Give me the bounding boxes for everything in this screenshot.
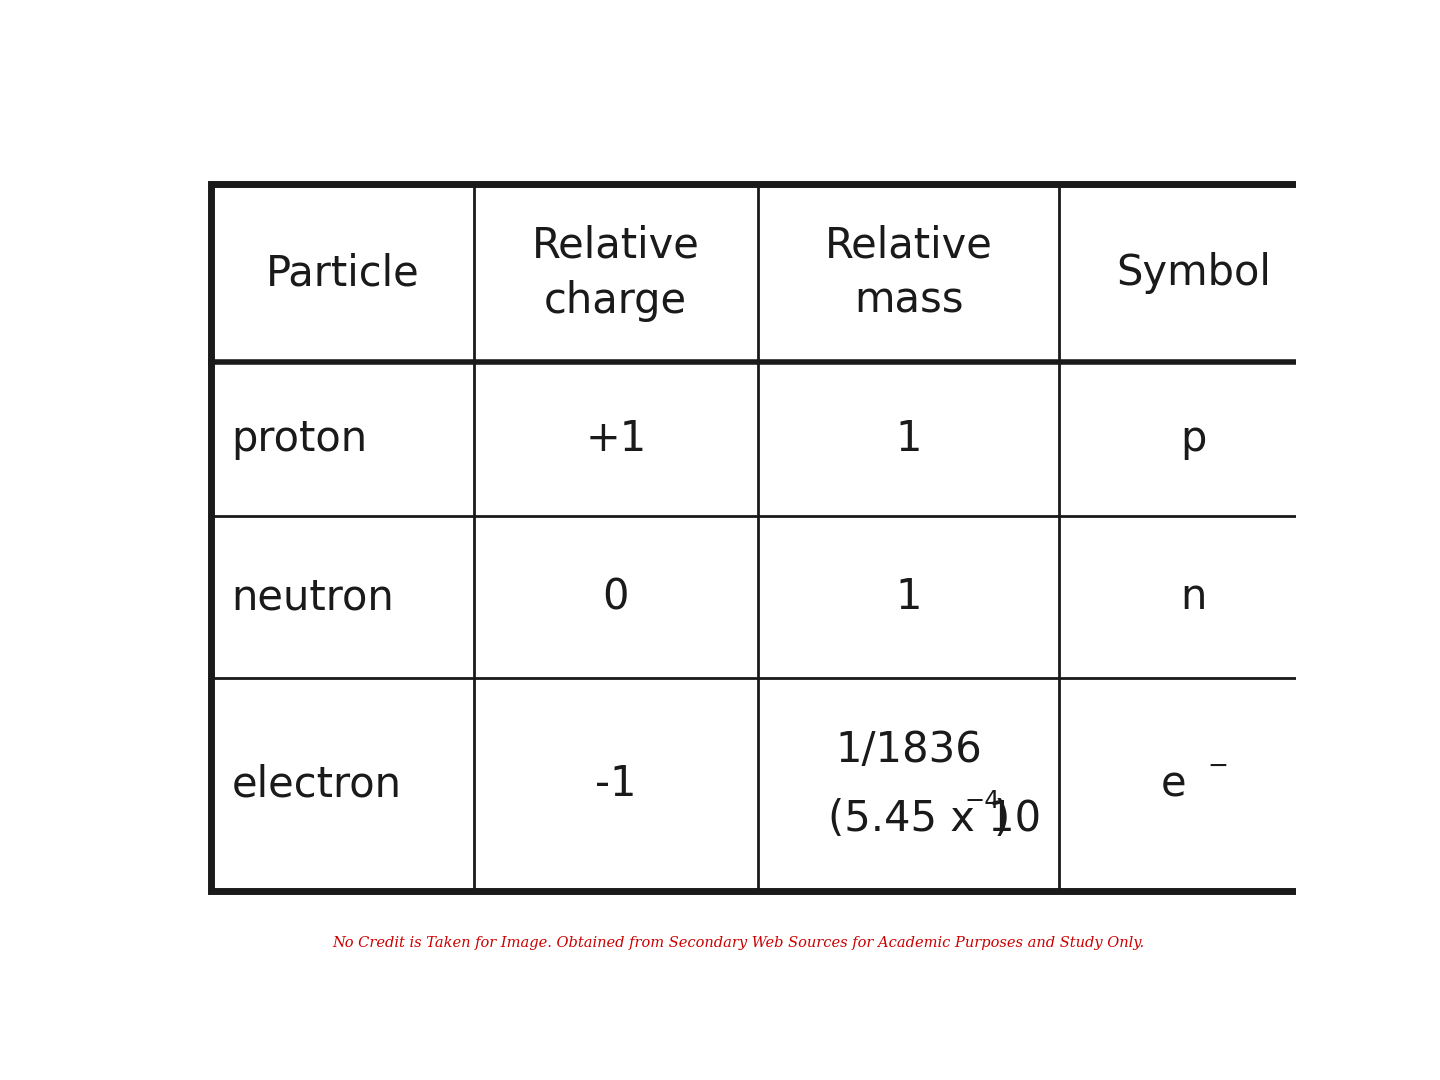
Text: Relative
mass: Relative mass: [825, 225, 992, 322]
Text: -1: -1: [595, 764, 636, 806]
Text: 1: 1: [896, 577, 922, 619]
Text: (5.45 x 10: (5.45 x 10: [828, 798, 1041, 840]
Text: neutron: neutron: [232, 577, 395, 619]
Text: −4: −4: [965, 789, 1001, 813]
Text: No Credit is Taken for Image. Obtained from Secondary Web Sources for Academic P: No Credit is Taken for Image. Obtained f…: [333, 936, 1143, 950]
Text: proton: proton: [232, 418, 367, 460]
Text: 0: 0: [602, 577, 629, 619]
Text: n: n: [1181, 577, 1207, 619]
Text: p: p: [1181, 418, 1207, 460]
Text: Symbol: Symbol: [1116, 252, 1270, 294]
Text: 1/1836: 1/1836: [835, 729, 982, 770]
Text: electron: electron: [232, 764, 402, 806]
Text: Particle: Particle: [265, 252, 419, 294]
Bar: [212, 184, 1328, 891]
Text: e: e: [1161, 764, 1187, 806]
Text: 1: 1: [896, 418, 922, 460]
Text: ): ): [994, 798, 1009, 840]
Text: Relative
charge: Relative charge: [531, 225, 700, 322]
Text: −: −: [1207, 754, 1228, 779]
Text: +1: +1: [585, 418, 647, 460]
